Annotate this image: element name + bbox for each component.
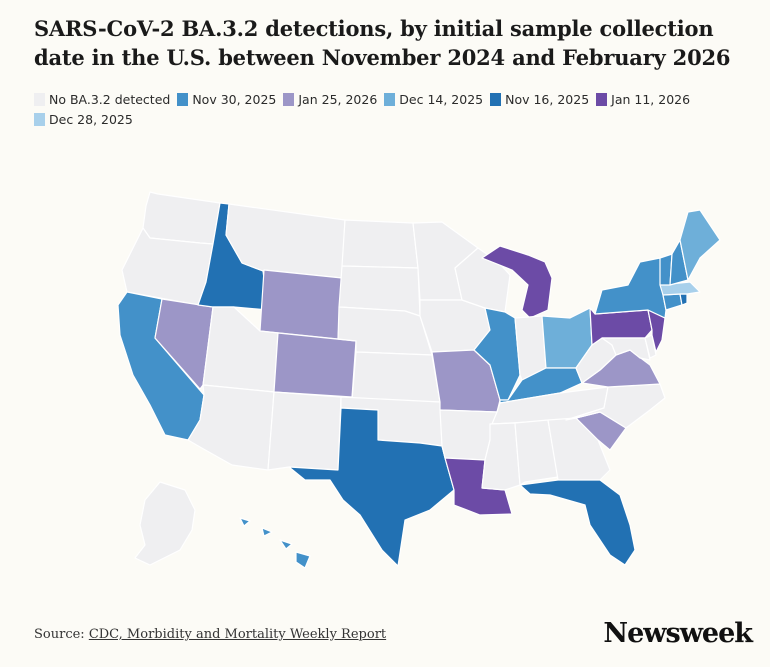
- state-wa[interactable]: [142, 191, 221, 245]
- state-nm[interactable]: [267, 391, 342, 471]
- state-ct[interactable]: [662, 293, 683, 311]
- legend-swatch: [384, 92, 396, 106]
- legend-swatch: [283, 92, 295, 106]
- legend-swatch: [34, 112, 45, 126]
- legend-item-dec-14: Dec 14, 2025: [384, 90, 483, 108]
- state-nd[interactable]: [341, 219, 419, 269]
- legend-label: Nov 16, 2025: [505, 91, 590, 107]
- legend-item-jan-11: Jan 11, 2026: [596, 90, 690, 108]
- state-ny[interactable]: [594, 257, 667, 319]
- state-hi[interactable]: [239, 517, 311, 569]
- legend-label: Nov 30, 2025: [192, 91, 277, 107]
- state-fl[interactable]: [519, 479, 636, 566]
- state-de[interactable]: [644, 334, 657, 359]
- legend-label: Jan 11, 2026: [611, 91, 691, 107]
- legend-swatch: [596, 92, 608, 106]
- state-tx[interactable]: [288, 407, 455, 567]
- legend-item-nov-16: Nov 16, 2025: [490, 90, 589, 108]
- legend-label: Dec 14, 2025: [399, 91, 484, 107]
- state-ak[interactable]: [134, 481, 196, 566]
- legend-label: Jan 25, 2026: [298, 91, 378, 107]
- state-nc[interactable]: [565, 383, 666, 429]
- state-ks[interactable]: [351, 351, 441, 403]
- state-al[interactable]: [514, 419, 559, 486]
- chart-title: SARS-CoV-2 BA.3.2 detections, by initial…: [34, 16, 731, 70]
- legend-item-no-detection: No BA.3.2 detected: [34, 90, 170, 108]
- legend-swatch: [177, 92, 189, 106]
- legend-label: Dec 28, 2025: [49, 111, 133, 127]
- source-note: Source: CDC, Morbidity and Mortality Wee…: [34, 627, 386, 642]
- state-me[interactable]: [679, 209, 721, 281]
- state-co[interactable]: [273, 332, 357, 398]
- us-map: [117, 191, 721, 569]
- state-wy[interactable]: [259, 269, 343, 340]
- legend-swatch: [34, 92, 45, 106]
- source-link[interactable]: CDC, Morbidity and Mortality Weekly Repo…: [88, 627, 387, 642]
- source-prefix: Source:: [34, 627, 89, 642]
- legend-item-nov-30: Nov 30, 2025: [177, 90, 276, 108]
- legend: No BA.3.2 detected Nov 30, 2025 Jan 25, …: [34, 90, 754, 128]
- newsweek-logo: Newsweek: [603, 618, 753, 649]
- legend-swatch: [490, 92, 502, 106]
- legend-label: No BA.3.2 detected: [49, 91, 171, 107]
- legend-item-dec-28: Dec 28, 2025: [34, 110, 133, 128]
- legend-item-jan-25: Jan 25, 2026: [283, 90, 377, 108]
- state-mi[interactable]: [481, 245, 553, 319]
